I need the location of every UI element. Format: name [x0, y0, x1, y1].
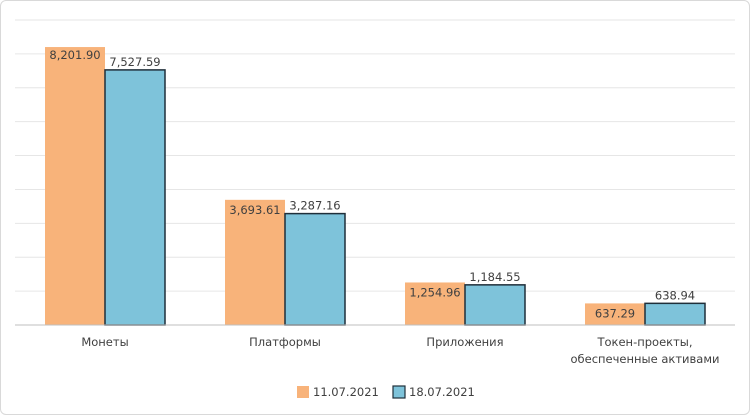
- data-label: 1,254.96: [409, 285, 460, 299]
- bar-series2: [464, 284, 526, 326]
- bar-series1: [45, 47, 105, 325]
- data-label: 7,527.59: [109, 55, 160, 69]
- bar-series1: [405, 282, 465, 325]
- legend-swatch: [392, 385, 406, 399]
- x-tick-labels: Монеты Платформы Приложения Токен-проекты, о…: [81, 335, 719, 366]
- data-label: 3,693.61: [229, 203, 280, 217]
- x-tick-label: Приложения: [426, 335, 503, 349]
- data-label: 1,184.55: [469, 270, 520, 284]
- data-label: 3,287.16: [289, 199, 340, 213]
- bar-series1: [225, 199, 285, 325]
- x-tick-label: Монеты: [81, 335, 128, 349]
- bar-series2: [644, 302, 706, 326]
- bars: [45, 47, 706, 326]
- data-label: 8,201.90: [49, 48, 100, 62]
- legend: 11.07.2021 18.07.2021: [297, 385, 475, 399]
- data-label: 637.29: [595, 306, 635, 320]
- bar-series2: [284, 212, 346, 326]
- data-label: 638.94: [655, 288, 695, 302]
- legend-label: 11.07.2021: [313, 385, 379, 399]
- data-labels: 8,201.90 7,527.59 3,693.61 3,287.16 1,254.96…: [49, 48, 695, 320]
- legend-label: 18.07.2021: [409, 385, 475, 399]
- x-tick-label: Токен-проекты,: [596, 335, 692, 349]
- x-tick-label: Платформы: [249, 335, 321, 349]
- bar-series2: [104, 69, 166, 326]
- legend-swatch: [297, 386, 309, 398]
- bar-series1: [585, 303, 645, 325]
- x-tick-label: обеспеченные активами: [571, 352, 720, 366]
